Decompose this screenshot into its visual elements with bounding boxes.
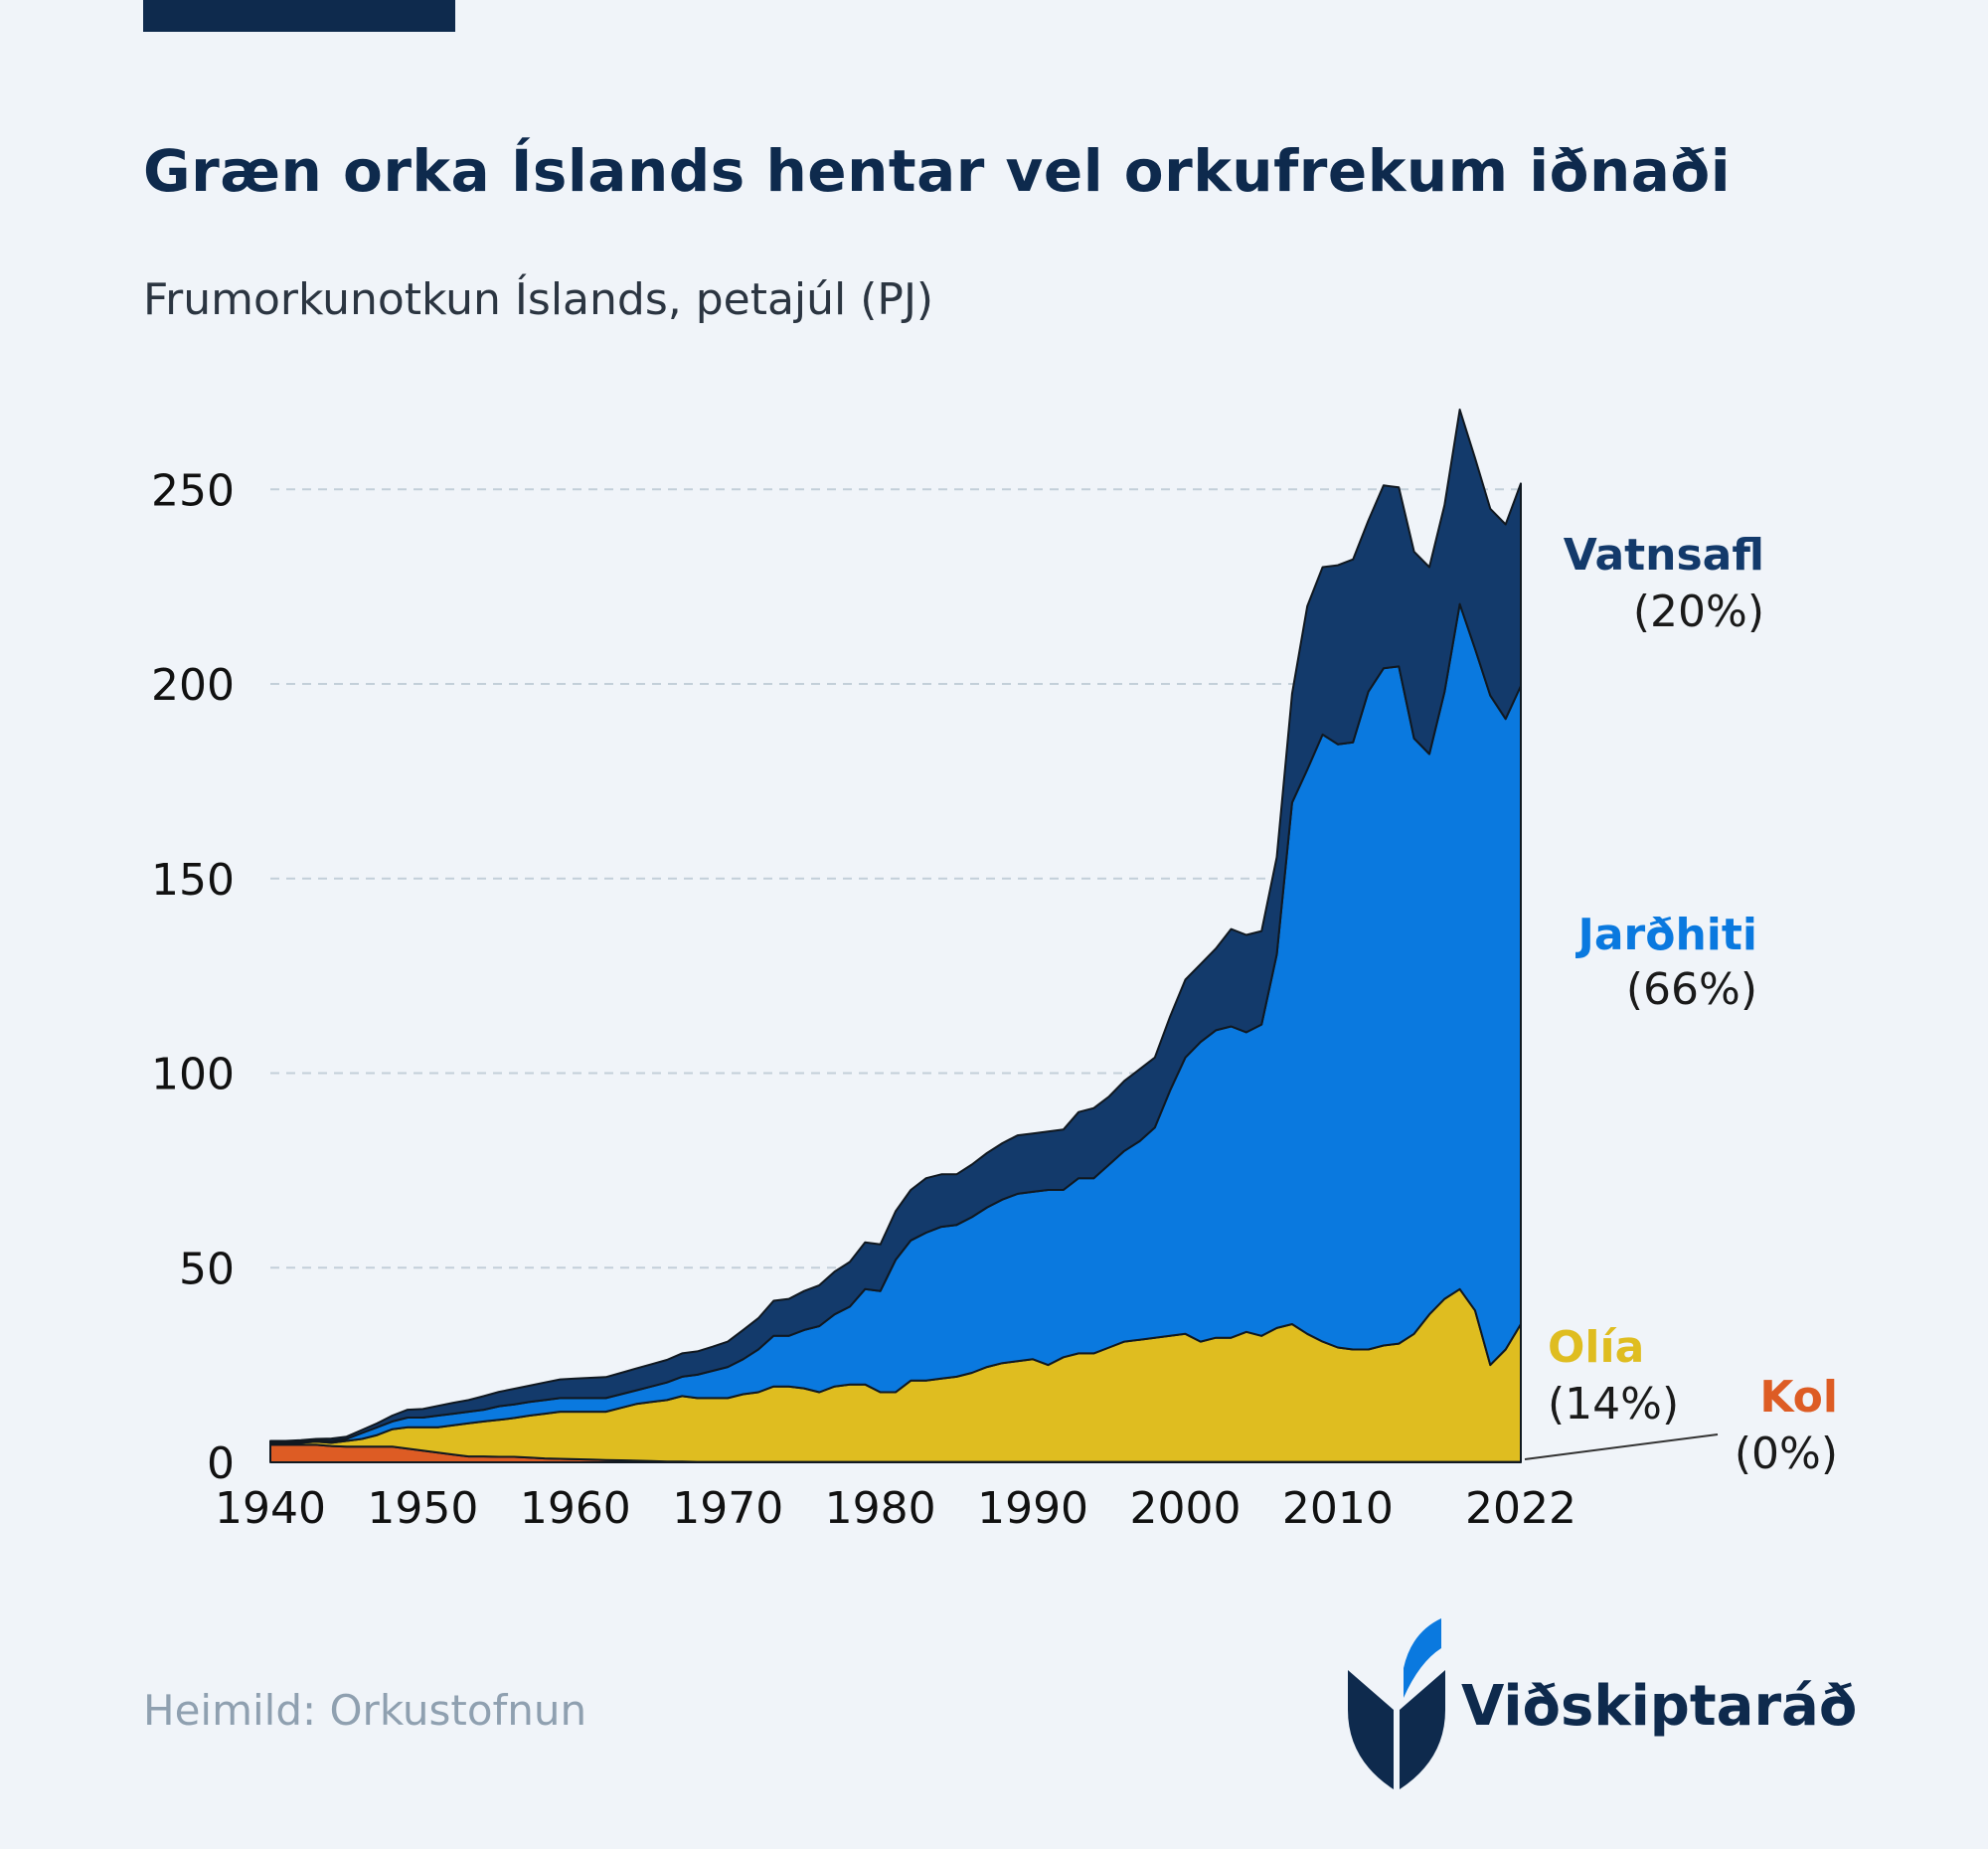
y-tick-label-150: 150	[151, 855, 235, 906]
series-share-olia: (14%)	[1548, 1379, 1679, 1429]
y-tick-label-100: 100	[151, 1050, 235, 1100]
y-tick-label-0: 0	[207, 1438, 235, 1489]
x-tick-label-2000: 2000	[1129, 1483, 1241, 1534]
source-note: Heimild: Orkustofnun	[143, 1686, 587, 1735]
x-tick-label-2010: 2010	[1282, 1483, 1394, 1534]
y-tick-label-250: 250	[151, 465, 235, 516]
x-tick-label-2022: 2022	[1465, 1483, 1576, 1534]
series-share-jardhiti: (66%)	[1626, 964, 1757, 1015]
series-label-olia: Olía	[1548, 1322, 1644, 1373]
brand-name: Viðskiptaráð	[1461, 1674, 1858, 1739]
series-label-jardhiti: Jarðhiti	[1574, 910, 1757, 960]
series-share-vatnsafl: (20%)	[1633, 587, 1764, 637]
stacked-area-chart: 0 50 100 150 200 250 1940 1950 1960 1970 1980 1990 2…	[151, 409, 1838, 1534]
kol-leader-line	[1524, 1433, 1719, 1460]
y-tick-label-200: 200	[151, 660, 235, 711]
series-label-kol: Kol	[1759, 1372, 1838, 1423]
x-tick-label-1970: 1970	[672, 1483, 783, 1534]
header-accent-bar	[143, 0, 455, 32]
x-tick-label-1950: 1950	[367, 1483, 478, 1534]
series-share-kol: (0%)	[1735, 1429, 1838, 1479]
x-tick-label-1940: 1940	[215, 1483, 326, 1534]
chart-title: Græn orka Íslands hentar vel orkufrekum …	[143, 137, 1732, 205]
x-tick-label-1990: 1990	[977, 1483, 1088, 1534]
series-label-vatnsafl: Vatnsafl	[1564, 530, 1764, 581]
chart-subtitle: Frumorkunotkun Íslands, petajúl (PJ)	[143, 274, 934, 325]
y-tick-label-50: 50	[179, 1244, 235, 1294]
area-vatnsafl	[269, 409, 1522, 1443]
x-tick-label-1960: 1960	[520, 1483, 631, 1534]
vidskiptarad-logo-icon	[1348, 1618, 1445, 1789]
x-tick-label-1980: 1980	[825, 1483, 936, 1534]
